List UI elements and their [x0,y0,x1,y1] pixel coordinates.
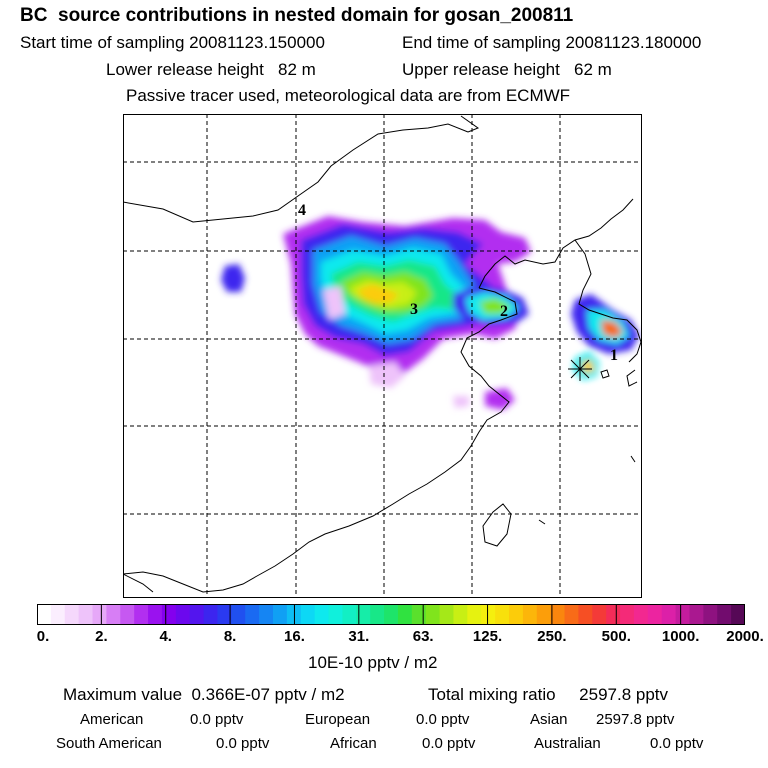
colorbar-cell [689,604,704,625]
colorbar-cell [50,604,66,625]
colorbar-tick-label: 31. [348,628,370,645]
colorbar-cell [564,604,579,625]
colorbar-cell [161,604,177,625]
colorbar-cell [259,604,274,625]
colorbar-cell [633,604,649,625]
map-panel: 1 2 3 4 [123,114,642,598]
region-label-1: 1 [610,347,618,364]
end-time-label: End time of sampling 20081123.180000 [402,33,702,52]
colorbar-cell [578,604,593,625]
colorbar-cell [647,604,663,625]
colorbar-cell [425,604,441,625]
concentration-field [221,216,639,410]
colorbar-cell [536,604,552,625]
colorbar-cell [134,604,149,625]
colorbar-cell [481,604,496,625]
receptor-star-icon [568,357,592,381]
tracer-note: Passive tracer used, meteorological data… [126,86,571,105]
total-mixing-ratio: Total mixing ratio 2597.8 pptv [428,685,669,704]
graticule [123,114,642,598]
colorbar-tick-label: 16. [284,628,305,645]
colorbar-cell [731,604,745,625]
colorbar-cell [148,604,163,625]
asian-value: 2597.8 pptv [596,711,675,728]
colorbar-cell [509,604,524,625]
colorbar-tick-label: 4. [159,628,172,645]
colorbar-cell [495,604,510,625]
colorbar-cell [37,604,52,625]
australian-label: Australian [534,735,601,752]
colorbar-cell [467,604,482,625]
colorbar-cell [64,604,80,625]
colorbar-cell [273,604,288,625]
colorbar-cell [328,604,343,625]
colorbar-tick-label: 2000. [726,628,764,645]
lower-height-label: Lower release height 82 m [106,60,316,79]
colorbar-cell [592,604,607,625]
start-time-label: Start time of sampling 20081123.150000 [20,33,325,52]
australian-value: 0.0 pptv [650,735,704,752]
colorbar-tick-label: 2. [95,628,108,645]
colorbar-tick-label: 125. [472,628,503,645]
colorbar-tick-label: 0. [36,628,50,645]
colorbar-cell [661,604,677,625]
colorbar-cell [717,604,732,625]
colorbar-cell [397,604,413,625]
colorbar-cell [245,604,260,625]
american-label: American [80,711,144,728]
asian-label: Asian [530,711,568,728]
colorbar-cell [120,604,135,625]
coastlines [123,115,642,593]
colorbar-cell [411,604,427,625]
african-value: 0.0 pptv [422,735,476,752]
colorbar-cell [675,604,690,625]
african-label: African [330,735,377,752]
colorbar-cell [522,604,538,625]
colorbar [37,604,745,625]
maximum-value: Maximum value 0.366E-07 pptv / m2 [63,685,345,704]
region-label-2: 2 [500,303,508,320]
colorbar-cell [384,604,399,625]
map-frame [123,114,642,598]
colorbar-cell [231,604,246,625]
colorbar-tick-label: 500. [601,628,631,645]
colorbar-cell [175,604,191,625]
colorbar-cell [453,604,468,625]
colorbar-tick-label: 1000. [661,628,700,645]
colorbar-cell [189,604,205,625]
south-american-value: 0.0 pptv [216,735,270,752]
colorbar-cell [703,604,718,625]
colorbar-cell [370,604,385,625]
european-value: 0.0 pptv [416,711,470,728]
region-label-3: 3 [410,301,418,318]
region-label-4: 4 [298,202,306,219]
colorbar-cell [203,604,218,625]
colorbar-cell [342,604,357,625]
colorbar-tick-label: 8. [223,628,237,645]
european-label: European [305,711,371,728]
plot-title: BC source contributions in nested domain… [20,5,574,26]
colorbar-cell [439,604,454,625]
colorbar-cell [217,604,232,625]
colorbar-cell [606,604,621,625]
colorbar-units: 10E-10 pptv / m2 [308,653,438,672]
colorbar-cell [106,604,121,625]
south-american-label: South American [56,735,162,752]
colorbar-cell [356,604,371,625]
colorbar-cell [300,604,316,625]
colorbar-cell [550,604,566,625]
colorbar-tick-label: 250. [537,628,567,645]
colorbar-cell [620,604,635,625]
colorbar-cell [314,604,330,625]
colorbar-tick-label: 63. [412,628,434,645]
colorbar-cell [92,604,107,625]
colorbar-cell [78,604,94,625]
american-value: 0.0 pptv [190,711,244,728]
upper-height-label: Upper release height 62 m [402,60,612,79]
